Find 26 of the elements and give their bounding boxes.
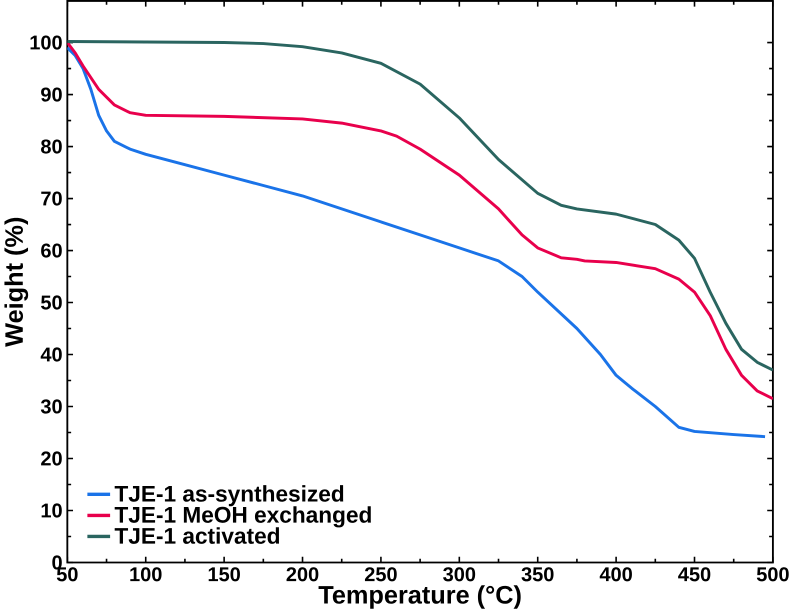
y-tick-label: 80 [41,139,62,154]
legend-label: TJE-1 as-synthesized [114,485,344,506]
x-axis-title: Temperature (°C) [318,585,521,609]
y-tick-label: 0 [52,555,62,570]
x-tick-label: 50 [56,567,78,582]
y-tick-label: 10 [42,503,62,518]
y-tick-label: 70 [41,191,62,206]
x-tick-label: 350 [522,567,554,582]
legend-label: TJE-1 MeOH exchanged [114,506,371,528]
y-tick-label: 40 [40,347,62,362]
y-tick-label: 60 [41,243,62,258]
x-tick-label: 200 [286,567,318,582]
y-axis-title: Weight (%) [4,218,28,347]
x-tick-label: 100 [130,567,162,582]
y-tick-label: 100 [30,35,62,50]
y-tick-label: 30 [40,399,62,414]
legend-label: TJE-1 activated [114,527,280,544]
y-tick-label: 90 [41,87,62,102]
x-tick-label: 400 [600,567,632,582]
y-tick-label: 50 [41,295,62,310]
y-tick-label: 20 [41,451,62,466]
x-tick-label: 500 [756,567,789,582]
x-tick-label: 250 [364,567,397,582]
x-tick-label: 450 [678,567,710,582]
x-tick-label: 150 [208,567,240,582]
x-tick-label: 300 [443,567,476,582]
